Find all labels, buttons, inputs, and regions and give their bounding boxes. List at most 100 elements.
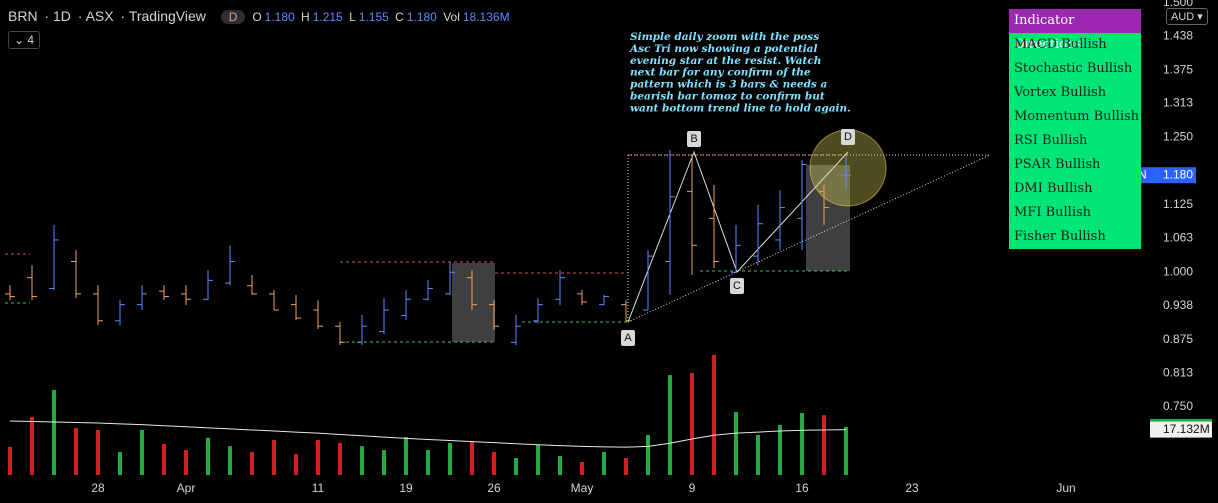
- volume-bar: [448, 442, 452, 475]
- indicator-item: Fisher Bullish: [1009, 225, 1141, 249]
- volume-bar: [624, 458, 628, 475]
- x-tick-label: 23: [905, 481, 919, 495]
- volume-bar: [778, 424, 782, 475]
- volume-bar: [690, 372, 694, 475]
- volume-bar: [96, 429, 100, 475]
- indicator-item: RSI Bullish: [1009, 129, 1141, 153]
- indicator-panel: Indicator Directions MACD BullishStochas…: [1009, 9, 1141, 249]
- drawings: [5, 129, 991, 343]
- source: TradingView: [128, 8, 206, 24]
- volume-bar: [118, 451, 122, 475]
- y-tick-label: 1.438: [1163, 28, 1193, 42]
- x-tick-label: 28: [91, 481, 105, 495]
- y-tick-label: 0.875: [1163, 332, 1193, 346]
- label: H: [301, 10, 310, 24]
- x-tick-label: 11: [312, 481, 325, 495]
- volume-bar: [140, 429, 144, 475]
- indicator-item: Vortex Bullish: [1009, 81, 1141, 105]
- indicator-toggle[interactable]: ⌄ 4: [8, 31, 41, 49]
- volume-bar: [426, 450, 430, 475]
- y-tick-label: 1.000: [1163, 264, 1193, 278]
- indicator-item: MFI Bullish: [1009, 201, 1141, 225]
- point-box: [687, 131, 701, 147]
- indicator-item: MACD Bullish: [1009, 33, 1141, 57]
- annotation-line: pattern which is 3 bars & needs a: [630, 79, 827, 91]
- point-box: [841, 129, 855, 145]
- label: L: [349, 10, 356, 24]
- volume-bar: [844, 426, 848, 475]
- x-tick-label: Apr: [177, 481, 196, 495]
- y-tick-label: 0.750: [1163, 399, 1193, 413]
- ma-last-label: 17.132M: [1163, 422, 1210, 436]
- currency: AUD: [1171, 11, 1195, 23]
- y-tick-label: 1.500: [1163, 0, 1193, 9]
- annotation-line: want bottom trend line to hold again.: [630, 102, 851, 114]
- volume-bar: [382, 450, 386, 475]
- value: 1.180: [264, 10, 295, 24]
- point-label: A: [624, 332, 632, 344]
- volume-bar: [800, 412, 804, 475]
- value: 1.180: [406, 10, 437, 24]
- ohlc-legend: O 1.180 H 1.215 L 1.155 C 1.180 Vol 18.136M: [252, 10, 512, 24]
- volume-bar: [316, 440, 320, 475]
- volume-bar: [228, 446, 232, 475]
- y-tick-label: 1.063: [1163, 230, 1193, 244]
- annotation-line: Simple daily zoom with the poss: [630, 31, 819, 43]
- annotation-line: Asc Tri now showing a potential: [629, 43, 817, 55]
- point-box: [621, 330, 635, 346]
- value: 1.155: [358, 10, 389, 24]
- y-tick-label: 0.938: [1163, 298, 1193, 312]
- y-tick-label: 1.125: [1163, 197, 1193, 211]
- volume-bar: [580, 462, 584, 475]
- currency-select[interactable]: AUD ▾: [1166, 8, 1208, 25]
- volume-bar: [712, 354, 716, 475]
- label: Vol: [443, 10, 460, 24]
- volume-bar: [646, 434, 650, 475]
- indicator-item: Momentum Bullish: [1009, 105, 1141, 129]
- volume-bar: [360, 446, 364, 475]
- x-tick-label: 9: [689, 481, 696, 495]
- volume-bar: [206, 437, 210, 475]
- volume-bar: [734, 411, 738, 475]
- badge[interactable]: D: [220, 10, 246, 24]
- x-tick-label: May: [571, 481, 594, 495]
- annotation-line: next bar for any confirm of the: [630, 67, 811, 79]
- last-price-label: 1.180: [1163, 167, 1193, 181]
- point-label: B: [690, 133, 697, 145]
- interval: 1D: [53, 8, 71, 24]
- panel-title: Indicator Directions: [1009, 9, 1141, 52]
- indicator-item: PSAR Bullish: [1009, 153, 1141, 177]
- volume-bar: [668, 375, 672, 475]
- value: 1.215: [312, 10, 343, 24]
- volume-bar: [536, 445, 540, 475]
- volume-bar: [294, 454, 298, 475]
- y-tick-label: 0.813: [1163, 365, 1193, 379]
- volume-ma: [9, 420, 847, 448]
- indicator-item: Stochastic Bullish: [1009, 57, 1141, 81]
- volume-bar: [492, 451, 496, 475]
- volume-bar: [404, 437, 408, 475]
- volume-bar: [756, 434, 760, 475]
- y-tick-label: 1.250: [1163, 130, 1193, 144]
- ma-last-label-bg: [1150, 421, 1212, 438]
- count: 4: [27, 33, 35, 47]
- label: C: [395, 10, 404, 24]
- volume-bar: [184, 450, 188, 475]
- y-tick-label: 1.375: [1163, 62, 1193, 76]
- volume-bar: [514, 458, 518, 475]
- point-label: C: [733, 280, 741, 292]
- label: O: [252, 10, 262, 24]
- value: 18.136M: [462, 10, 510, 24]
- volume-bar: [272, 440, 276, 475]
- point-label: D: [844, 131, 852, 143]
- volume-bar: [30, 416, 34, 475]
- x-tick-label: 26: [487, 481, 501, 495]
- annotation-line: evening star at the resist. Watch: [630, 55, 821, 67]
- volume-bar: [162, 443, 166, 475]
- volume-bar: [74, 428, 78, 475]
- volume-bar: [8, 446, 12, 475]
- x-tick-label: Jun: [1056, 481, 1075, 495]
